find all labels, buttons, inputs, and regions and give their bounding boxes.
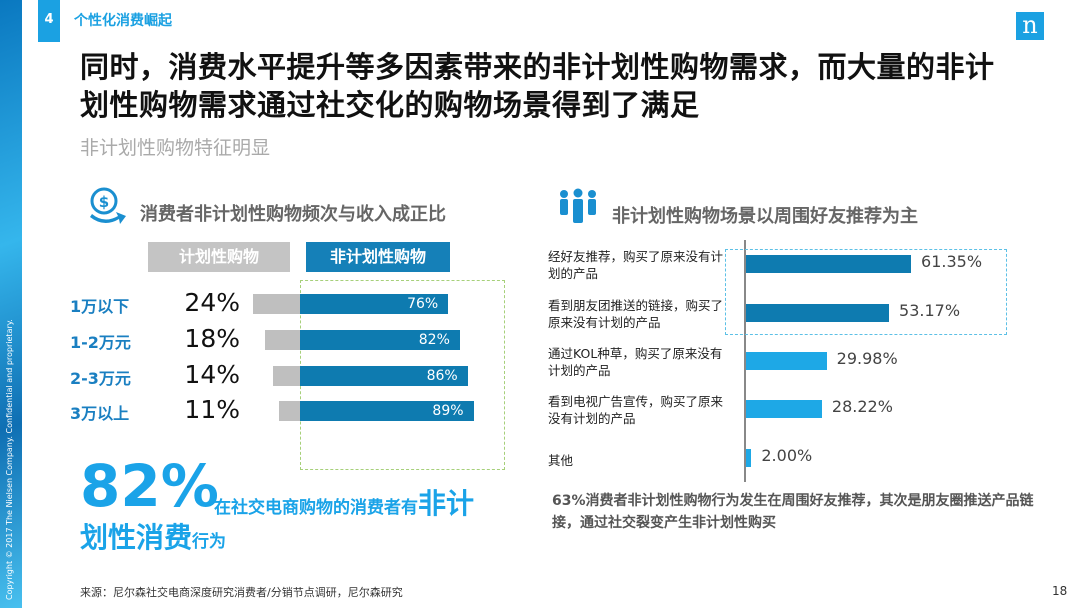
left-chart-title: 消费者非计划性购物频次与收入成正比 [140, 204, 446, 225]
callout-line1: 在社交电商购物的消费者有非计 [214, 482, 474, 522]
people-icon [560, 188, 596, 223]
value-label: 28.22% [831, 397, 893, 416]
legend-unplanned: 非计划性购物 [306, 242, 450, 272]
dollar-coin-icon: $ [90, 187, 126, 224]
row-label: 其他 [548, 453, 574, 468]
legend-planned: 计划性购物 [148, 242, 290, 272]
bar [746, 304, 890, 322]
unplanned-value-label: 76% [407, 296, 439, 312]
callout-em2: 划性消费 [80, 521, 193, 554]
row-label: 看到朋友团推送的链接，购买了原来没有计划的产品 [548, 298, 724, 330]
unplanned-value-label: 82% [418, 332, 450, 348]
row-label: 2-3万元 [70, 369, 131, 388]
row-label: 经好友推荐，购买了原来没有计划的产品 [548, 249, 724, 281]
right-chart-title: 非计划性购物场景以周围好友推荐为主 [612, 206, 918, 227]
unplanned-bar: 89% [300, 401, 474, 421]
planned-value-label: 14% [184, 360, 240, 389]
row-label: 1万以下 [70, 297, 130, 316]
planned-value-label: 18% [184, 324, 240, 353]
source-text: 来源：尼尔森社交电商深度研究消费者/分销节点调研，尼尔森研究 [80, 586, 403, 599]
decorative-strip [0, 0, 22, 608]
callout-text1: 在社交电商购物的消费者有 [214, 498, 418, 518]
planned-bar [272, 366, 300, 386]
page-subtitle: 非计划性购物特征明显 [80, 137, 271, 159]
value-label: 2.00% [761, 446, 813, 465]
chart-note: 63%消费者非计划性购物行为发生在周围好友推荐，其次是朋友圈推送产品链接，通过社… [552, 493, 1034, 531]
unplanned-bar: 76% [300, 294, 449, 314]
page-title-line2: 划性购物需求通过社交化的购物场景得到了满足 [80, 88, 700, 122]
bar [746, 449, 752, 467]
row-label: 3万以上 [70, 404, 130, 423]
big-stat: 82% [80, 452, 219, 520]
unplanned-bar: 86% [300, 366, 468, 386]
row-label: 看到电视广告宣传，购买了原来没有计划的产品 [548, 394, 724, 426]
value-label: 61.35% [921, 252, 983, 271]
bar [746, 352, 827, 370]
value-label: 53.17% [899, 301, 961, 320]
bar [746, 255, 912, 273]
nielsen-logo: n [1016, 12, 1044, 40]
bar [746, 400, 822, 418]
callout-text2: 行为 [192, 532, 227, 552]
page-title-line1: 同时，消费水平提升等多因素带来的非计划性购物需求，而大量的非计 [80, 50, 995, 84]
copyright-text: Copyright © 2017 The Nielsen Company. Co… [5, 319, 14, 600]
planned-bar [264, 330, 300, 350]
row-label: 1-2万元 [70, 333, 131, 352]
row-label: 通过KOL种草，购买了原来没有计划的产品 [548, 346, 723, 378]
unplanned-value-label: 89% [432, 403, 464, 419]
section-number: 4 [38, 0, 60, 42]
value-label: 29.98% [836, 349, 898, 368]
unplanned-value-label: 86% [426, 368, 458, 384]
svg-text:$: $ [99, 193, 109, 211]
section-title: 个性化消费崛起 [74, 13, 172, 29]
planned-value-label: 11% [184, 395, 240, 424]
y-axis-line [744, 240, 746, 482]
planned-value-label: 24% [184, 288, 240, 317]
page-number: 18 [1052, 584, 1068, 598]
callout-line2: 划性消费行为 [80, 516, 226, 556]
callout-em1: 非计 [418, 487, 475, 520]
planned-bar [278, 401, 300, 421]
unplanned-bar: 82% [300, 330, 460, 350]
highlight-box-right [725, 249, 1007, 335]
planned-bar [253, 294, 300, 314]
